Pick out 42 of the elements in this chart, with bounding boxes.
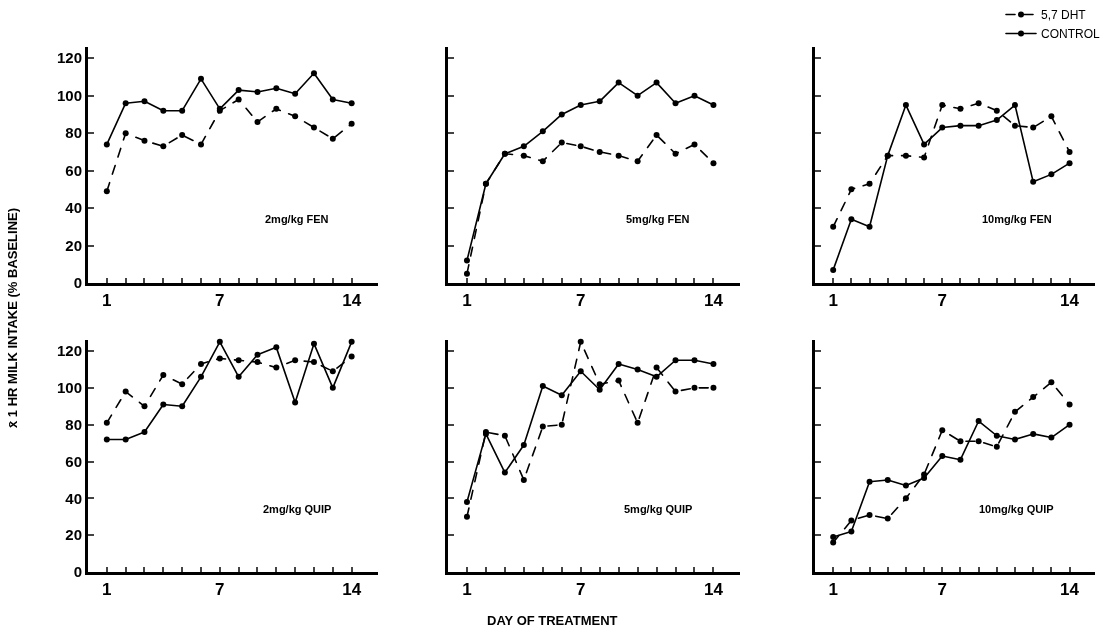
x-tick-label: 1 (102, 580, 112, 600)
x-tick-label: 7 (576, 291, 586, 311)
x-tick-label: 1 (828, 291, 838, 311)
legend-label: CONTROL (1041, 27, 1100, 42)
y-tick-label: 40 (65, 489, 82, 507)
y-tick-label: 100 (56, 86, 82, 104)
y-tick-label: 40 (65, 199, 82, 217)
annotation: 5mg/kg FEN (626, 213, 690, 225)
y-tick-label: 0 (73, 274, 82, 292)
x-tick-label: 14 (703, 291, 724, 311)
y-axis-title: x̄ 1 HR MILK INTAKE (% BASELINE) (5, 207, 20, 428)
x-tick-label: 14 (1060, 580, 1080, 600)
y-tick-label: 20 (65, 526, 82, 544)
x-tick-label: 1 (462, 291, 472, 311)
x-tick-label: 7 (937, 580, 947, 600)
y-tick-label: 120 (56, 49, 82, 67)
x-tick-label: 7 (215, 291, 225, 311)
y-tick-label: 100 (56, 379, 82, 397)
annotation: 10mg/kg QUIP (979, 503, 1054, 515)
y-tick-label: 60 (65, 161, 82, 179)
x-tick-label: 14 (703, 580, 724, 600)
x-tick-label: 14 (342, 580, 362, 600)
x-tick-label: 7 (937, 291, 947, 311)
legend-label: 5,7 DHT (1041, 8, 1087, 23)
x-tick-label: 1 (462, 580, 472, 600)
y-tick-label: 80 (65, 124, 82, 142)
x-tick-label: 1 (102, 291, 112, 311)
y-tick-label: 80 (65, 415, 82, 433)
x-tick-label: 1 (828, 580, 838, 600)
y-tick-label: 20 (65, 236, 82, 254)
annotation: 2mg/kg FEN (265, 213, 329, 225)
annotation: 10mg/kg FEN (982, 213, 1052, 225)
x-tick-label: 14 (342, 291, 362, 311)
y-tick-label: 120 (56, 342, 82, 360)
annotation: 5mg/kg QUIP (624, 503, 693, 515)
annotation: 2mg/kg QUIP (263, 503, 332, 515)
x-axis-title: DAY OF TREATMENT (487, 613, 618, 628)
y-tick-label: 0 (73, 563, 82, 581)
x-tick-label: 7 (215, 580, 225, 600)
x-tick-label: 14 (1060, 291, 1080, 311)
x-tick-label: 7 (576, 580, 586, 600)
y-tick-label: 60 (65, 452, 82, 470)
